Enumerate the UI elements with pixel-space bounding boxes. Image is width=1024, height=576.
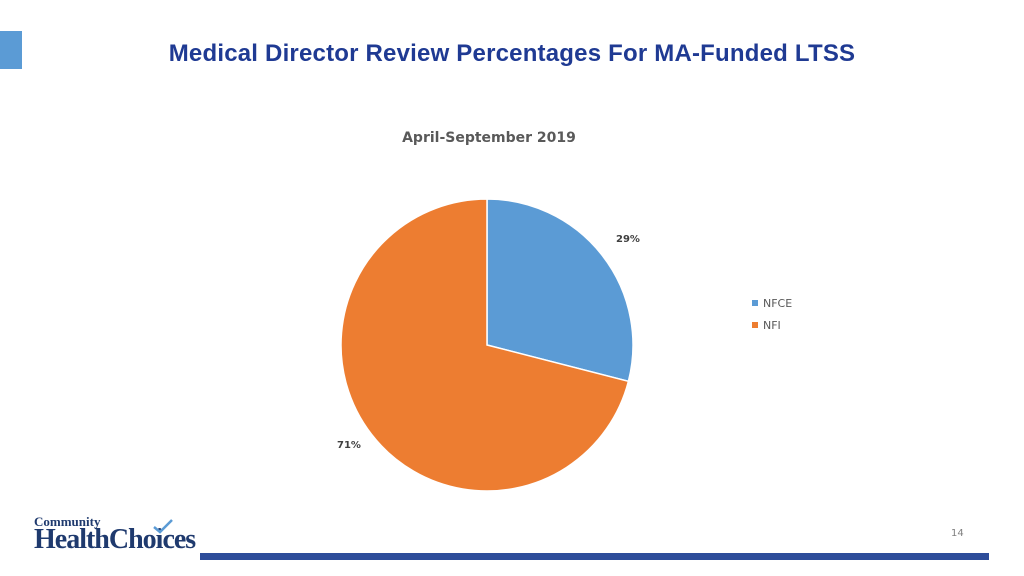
legend-label-nfce: NFCE: [763, 296, 793, 310]
logo-main-text: HealthChoices: [34, 524, 196, 555]
community-healthchoices-logo: Community HealthChoices: [34, 514, 196, 560]
legend: NFCE NFI: [752, 292, 792, 336]
chart-title: April-September 2019: [402, 130, 576, 146]
slide-title: Medical Director Review Percentages For …: [168, 40, 856, 67]
pie-slice-nfce: [486, 198, 634, 383]
accent-square: [0, 31, 22, 69]
pie-slice-nfi: [340, 198, 630, 492]
legend-swatch-nfi: [752, 322, 758, 328]
legend-item-nfi: NFI: [752, 314, 792, 336]
data-label-nfi: 71%: [337, 440, 361, 451]
logo-top-text: Community: [34, 514, 101, 529]
legend-label-nfi: NFI: [763, 318, 781, 332]
legend-item-nfce: NFCE: [752, 292, 792, 314]
page-number: 14: [951, 528, 964, 539]
data-label-nfce: 29%: [616, 234, 640, 245]
checkmark-icon: [153, 519, 173, 534]
legend-swatch-nfce: [752, 300, 758, 306]
footer-bar: [200, 553, 989, 560]
